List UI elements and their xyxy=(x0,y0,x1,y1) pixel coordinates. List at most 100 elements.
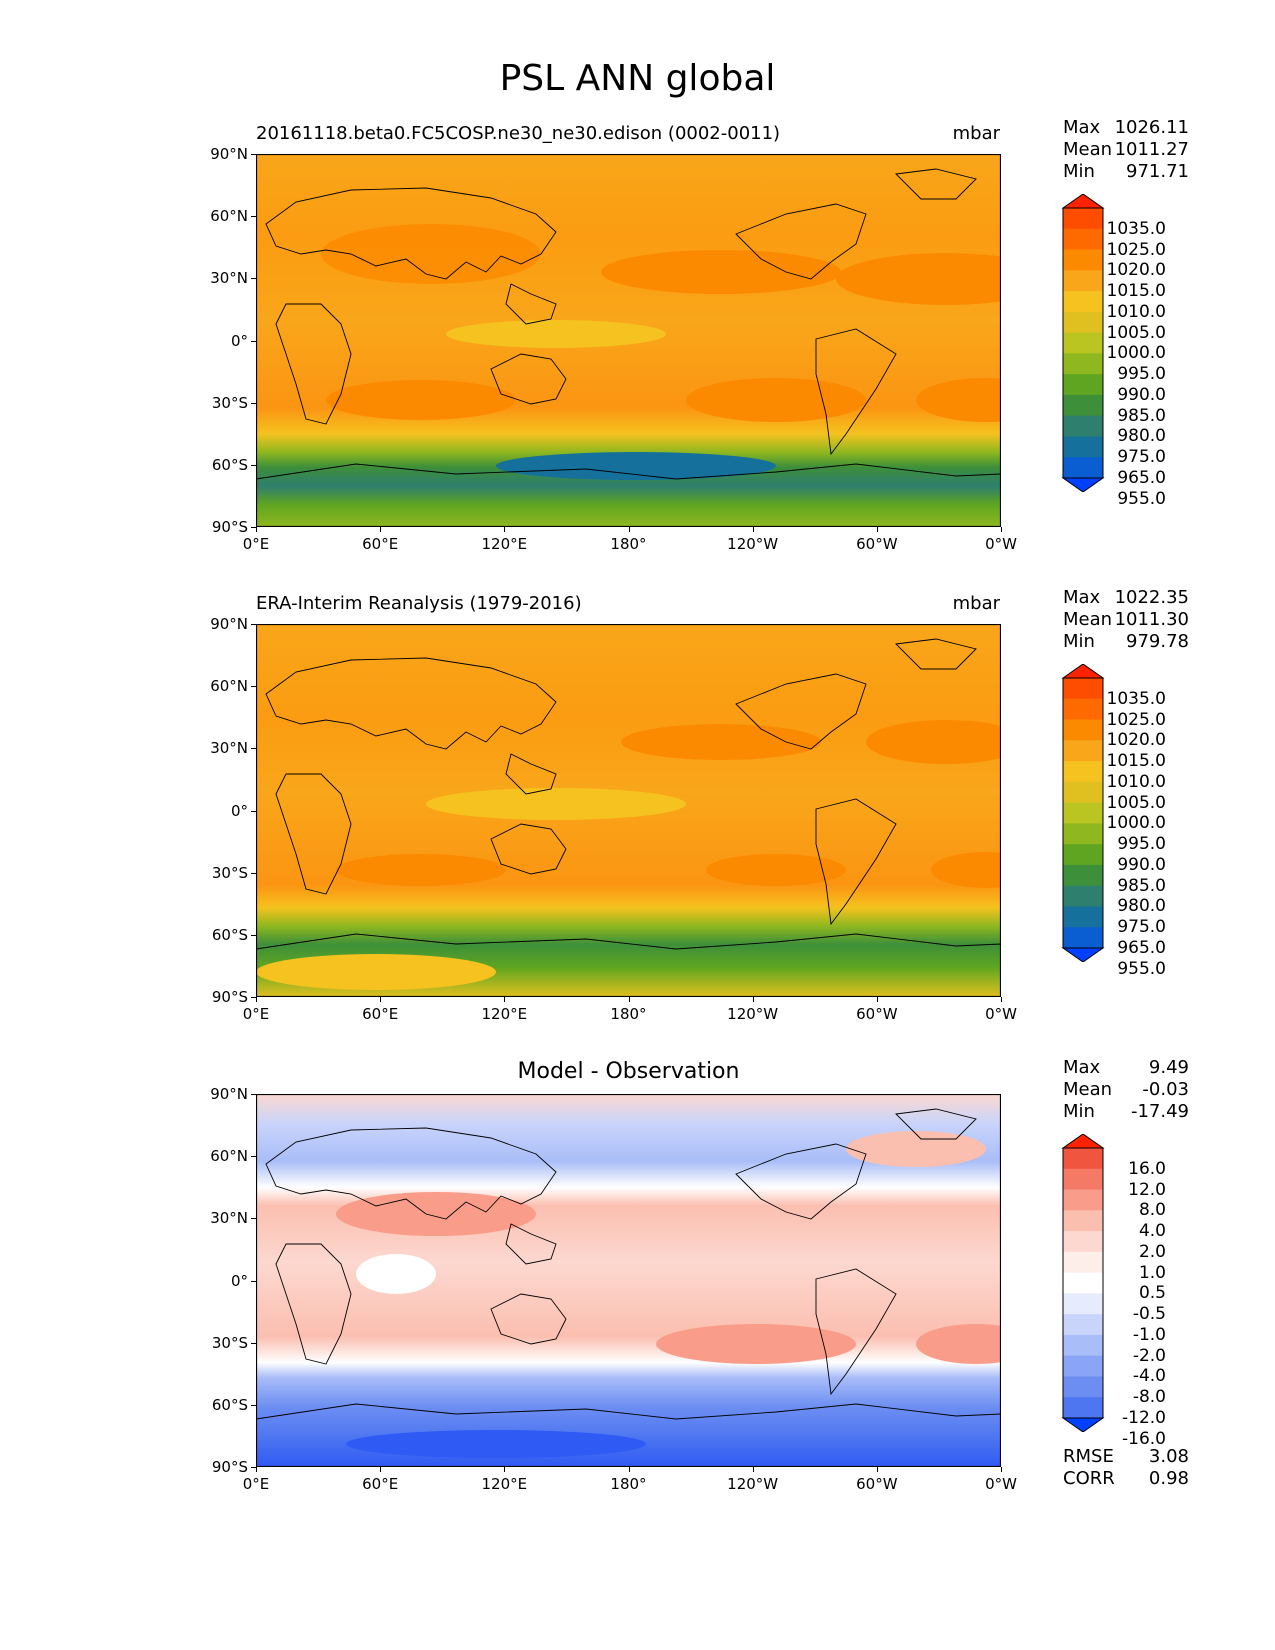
panel1-xtick-label: 60°E xyxy=(362,535,399,553)
panel3-ytick-mark xyxy=(251,1094,256,1095)
panel3-colorbar-label: 8.0 xyxy=(1138,1200,1166,1221)
panel1-map xyxy=(256,154,1001,527)
panel2-min-stat: Min 979.78 xyxy=(1063,631,1189,652)
panel1-ytick-label: 90°N xyxy=(210,145,248,163)
colorbar-swatch xyxy=(1063,1251,1103,1274)
panel3-ytick-label: 90°S xyxy=(211,1458,248,1476)
panel3-colorbar-label: -4.0 xyxy=(1132,1366,1166,1387)
colorbar-swatch xyxy=(1063,1355,1103,1377)
panel2-xtick-mark xyxy=(256,997,257,1002)
panel2-xtick-label: 60°E xyxy=(362,1005,399,1023)
panel1-xtick-label: 180° xyxy=(610,535,647,553)
panel1-colorbar-label: 955.0 xyxy=(1117,488,1166,509)
panel1-colorbar-label: 975.0 xyxy=(1117,447,1166,468)
colorbar-swatch xyxy=(1063,1148,1103,1170)
panel1-ytick-mark xyxy=(251,464,256,466)
panel3-xtick-mark xyxy=(504,1467,506,1472)
panel1-colorbar-label: 965.0 xyxy=(1117,468,1166,488)
panel2-colorbar-label: 975.0 xyxy=(1117,917,1166,938)
panel2-colorbar-label: 955.0 xyxy=(1117,958,1166,979)
colorbar-swatch xyxy=(1063,374,1103,396)
panel2-ytick-label: 90°S xyxy=(211,988,248,1006)
panel2-colorbar-label: 1000.0 xyxy=(1106,813,1166,834)
panel3-ytick-label: 30°S xyxy=(211,1333,248,1352)
panel2-xtick-label: 180° xyxy=(610,1005,647,1023)
panel2-ytick-mark xyxy=(251,934,256,936)
colorbar-swatch xyxy=(1063,927,1103,949)
panel2-colorbar-label: 995.0 xyxy=(1117,834,1166,855)
colorbar-frame xyxy=(1062,677,1104,949)
colorbar-swatch xyxy=(1063,1210,1103,1232)
panel2-xtick-mark xyxy=(1001,997,1002,1002)
panel1-antarctic-low xyxy=(496,452,776,480)
colorbar-swatch xyxy=(1063,719,1103,741)
panel1-north-pacific-high xyxy=(601,250,841,294)
panel2-ytick-mark xyxy=(251,624,256,625)
panel1-ytick-mark xyxy=(251,154,256,155)
panel1-south-atlantic-high xyxy=(916,378,1001,422)
panel2-xtick-label: 60°W xyxy=(856,1005,898,1023)
figure-title: PSL ANN global xyxy=(499,58,776,99)
panel2-colorbar-label: 1025.0 xyxy=(1106,709,1166,730)
panel3-ytick-mark xyxy=(251,1467,256,1468)
panel3-colorbar-label: -16.0 xyxy=(1122,1428,1166,1449)
panel2-north-pacific-high xyxy=(621,724,821,760)
colorbar-swatch xyxy=(1063,249,1103,271)
panel2-colorbar-label: 965.0 xyxy=(1117,938,1166,958)
panel1-colorbar-label: 1035.0 xyxy=(1106,218,1166,239)
panel1-xtick-label: 120°E xyxy=(481,535,528,553)
panel2-colorbar-label: 1015.0 xyxy=(1106,751,1166,772)
panel3-title: Model - Observation xyxy=(517,1059,740,1084)
panel3-rmse-stat: RMSE 3.08 xyxy=(1063,1446,1189,1467)
panel2-ytick-mark xyxy=(251,748,256,750)
panel1-colorbar-label: 995.0 xyxy=(1117,364,1166,385)
panel1-xtick-mark xyxy=(876,527,878,532)
panel1-xtick-label: 60°W xyxy=(856,535,898,553)
colorbar-swatch xyxy=(1063,353,1103,375)
panel2-mean-stat: Mean 1011.30 xyxy=(1063,609,1189,630)
panel3-xtick-mark xyxy=(876,1467,878,1472)
colorbar-swatch xyxy=(1063,1272,1103,1294)
panel1-xtick-mark xyxy=(504,527,506,532)
colorbar-swatch xyxy=(1063,1376,1103,1398)
colorbar-swatch xyxy=(1063,1314,1103,1336)
panel2-ytick-mark xyxy=(251,810,256,812)
colorbar-extend-max xyxy=(1061,664,1105,679)
colorbar-swatch xyxy=(1063,1334,1103,1357)
colorbar-swatch xyxy=(1063,698,1103,721)
panel2-xtick-label: 120°E xyxy=(481,1005,528,1023)
panel1-ytick-label: 0° xyxy=(230,331,248,350)
panel1-min-stat: Min 971.71 xyxy=(1063,161,1189,182)
panel3-colorbar-label: 2.0 xyxy=(1138,1241,1166,1262)
panel2-ytick-label: 60°S xyxy=(211,925,248,944)
panel1-colorbar-label: 1015.0 xyxy=(1106,281,1166,302)
colorbar-swatch xyxy=(1063,885,1103,907)
panel2-equatorial-trough xyxy=(426,788,686,820)
colorbar-swatch xyxy=(1063,678,1103,700)
panel2-colorbar-label: 985.0 xyxy=(1117,875,1166,896)
panel1-ytick-mark xyxy=(251,278,256,280)
colorbar-frame xyxy=(1062,207,1104,479)
panel1-ytick-label: 30°N xyxy=(210,269,248,288)
panel2-ytick-label: 90°N xyxy=(210,615,248,633)
panel3-indian-neutral xyxy=(356,1254,436,1294)
panel2-colorbar-label: 990.0 xyxy=(1117,854,1166,875)
colorbar-swatch xyxy=(1063,1168,1103,1191)
panel1-max-stat: Max 1026.11 xyxy=(1063,117,1189,138)
panel3-xtick-mark xyxy=(1001,1467,1002,1472)
panel3-xtick-mark xyxy=(380,1467,382,1472)
panel1-ytick-label: 60°N xyxy=(210,207,248,226)
colorbar-swatch xyxy=(1063,436,1103,458)
panel2-colorbar-label: 1035.0 xyxy=(1106,688,1166,709)
panel2-xtick-mark xyxy=(380,997,382,1002)
panel1-ytick-mark xyxy=(251,216,256,218)
colorbar-extend-min xyxy=(1061,1417,1105,1432)
colorbar-extend-min xyxy=(1061,477,1105,492)
panel2-units: mbar xyxy=(952,593,1000,614)
panel3-ytick-label: 60°S xyxy=(211,1395,248,1414)
panel3-ytick-label: 90°N xyxy=(210,1085,248,1103)
panel1-xtick-mark xyxy=(752,527,754,532)
panel2-colorbar xyxy=(1061,664,1105,962)
panel1-colorbar-label: 1005.0 xyxy=(1106,322,1166,343)
colorbar-swatch xyxy=(1063,781,1103,804)
